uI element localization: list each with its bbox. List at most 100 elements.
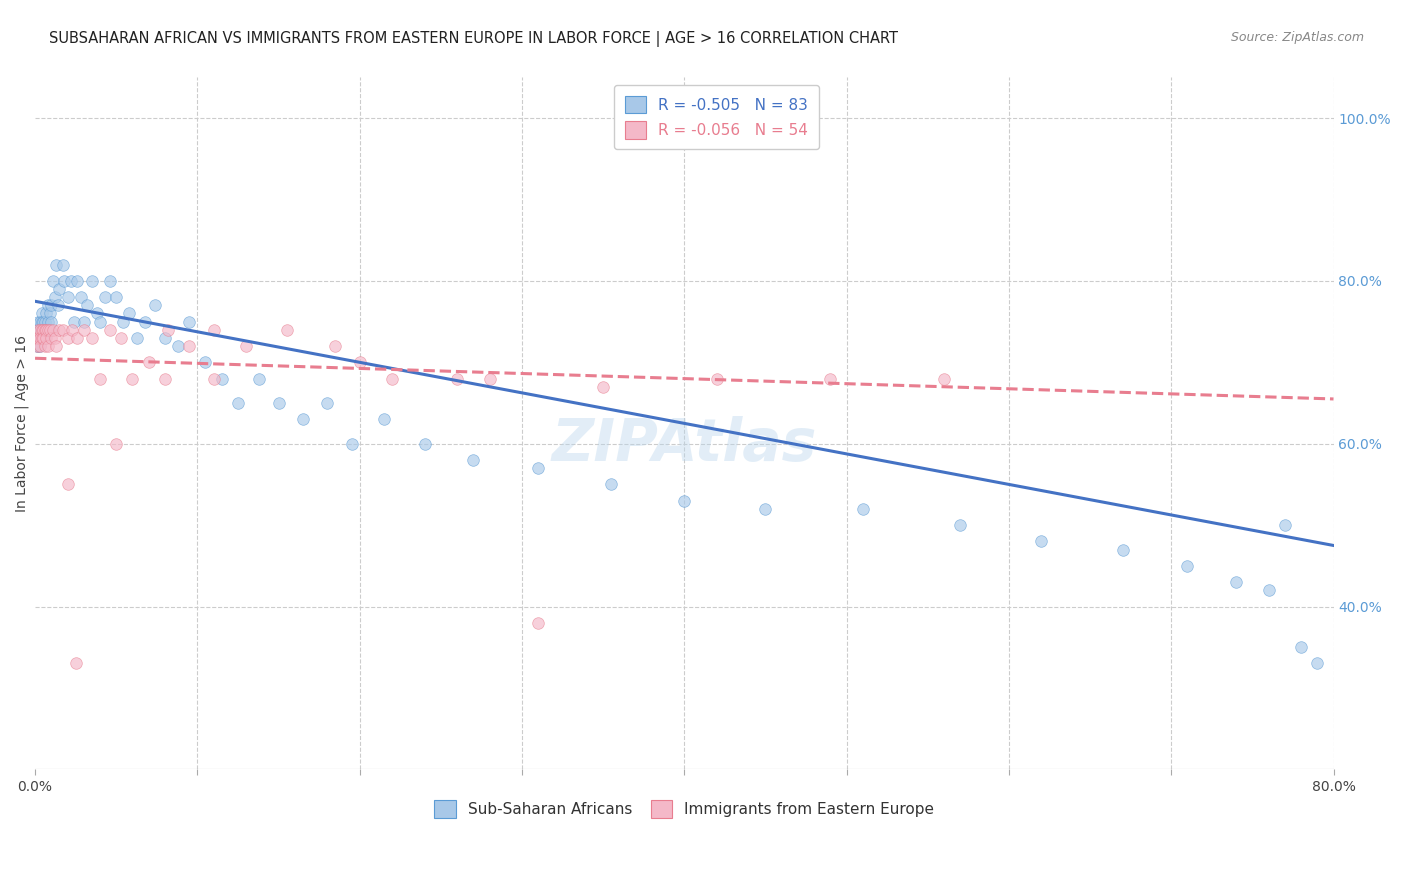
Point xyxy=(820,371,842,385)
Point xyxy=(211,371,233,385)
Point xyxy=(59,274,82,288)
Point xyxy=(46,298,69,312)
Point xyxy=(98,274,121,288)
Point xyxy=(25,323,48,337)
Point xyxy=(48,282,70,296)
Point xyxy=(28,323,51,337)
Point xyxy=(118,306,141,320)
Point xyxy=(45,339,67,353)
Point xyxy=(37,298,59,312)
Point xyxy=(592,380,614,394)
Point xyxy=(852,501,875,516)
Point xyxy=(247,371,270,385)
Point xyxy=(34,323,56,337)
Point xyxy=(37,339,59,353)
Point xyxy=(600,477,623,491)
Point xyxy=(25,331,48,345)
Point xyxy=(73,315,96,329)
Point xyxy=(381,371,404,385)
Point xyxy=(527,461,550,475)
Point xyxy=(1257,583,1279,598)
Point xyxy=(31,315,53,329)
Point xyxy=(27,323,49,337)
Point xyxy=(1289,640,1312,655)
Point xyxy=(52,258,75,272)
Point xyxy=(1177,558,1199,573)
Point xyxy=(1111,542,1133,557)
Point xyxy=(86,306,108,320)
Point xyxy=(134,315,156,329)
Point xyxy=(32,323,55,337)
Point xyxy=(1306,657,1329,671)
Point xyxy=(39,298,62,312)
Point xyxy=(66,274,89,288)
Point xyxy=(226,396,249,410)
Point xyxy=(27,339,49,353)
Point xyxy=(478,371,501,385)
Point xyxy=(80,274,103,288)
Point xyxy=(316,396,339,410)
Point xyxy=(31,323,53,337)
Point xyxy=(153,331,176,345)
Point xyxy=(527,615,550,630)
Point xyxy=(32,315,55,329)
Point xyxy=(31,331,53,345)
Point xyxy=(267,396,290,410)
Point xyxy=(153,371,176,385)
Point xyxy=(73,323,96,337)
Point xyxy=(89,315,111,329)
Point xyxy=(89,371,111,385)
Point xyxy=(138,355,160,369)
Point xyxy=(63,315,86,329)
Point xyxy=(202,323,225,337)
Point xyxy=(42,323,65,337)
Point xyxy=(35,323,58,337)
Point xyxy=(39,315,62,329)
Point xyxy=(373,412,395,426)
Y-axis label: In Labor Force | Age > 16: In Labor Force | Age > 16 xyxy=(15,334,30,512)
Point xyxy=(932,371,955,385)
Point xyxy=(110,331,132,345)
Point xyxy=(28,339,51,353)
Point xyxy=(31,331,53,345)
Point xyxy=(25,331,48,345)
Legend: Sub-Saharan Africans, Immigrants from Eastern Europe: Sub-Saharan Africans, Immigrants from Ea… xyxy=(429,794,941,824)
Point xyxy=(44,290,66,304)
Point xyxy=(754,501,776,516)
Point xyxy=(291,412,314,426)
Point xyxy=(38,306,60,320)
Point xyxy=(179,339,201,353)
Point xyxy=(39,331,62,345)
Point xyxy=(34,315,56,329)
Point xyxy=(413,436,436,450)
Point xyxy=(65,657,87,671)
Text: Source: ZipAtlas.com: Source: ZipAtlas.com xyxy=(1230,31,1364,45)
Point xyxy=(323,339,346,353)
Point xyxy=(340,436,363,450)
Point xyxy=(31,323,53,337)
Point xyxy=(1225,575,1247,590)
Point xyxy=(673,493,696,508)
Point xyxy=(76,298,98,312)
Point xyxy=(28,339,51,353)
Point xyxy=(53,274,76,288)
Point xyxy=(1274,518,1296,533)
Point xyxy=(194,355,217,369)
Point xyxy=(143,298,166,312)
Point xyxy=(48,323,70,337)
Point xyxy=(202,371,225,385)
Point xyxy=(27,331,49,345)
Point xyxy=(56,290,79,304)
Point xyxy=(60,323,83,337)
Point xyxy=(27,315,49,329)
Point xyxy=(42,274,65,288)
Point xyxy=(35,331,58,345)
Point xyxy=(27,331,49,345)
Point xyxy=(32,323,55,337)
Point xyxy=(44,331,66,345)
Text: ZIPAtlas: ZIPAtlas xyxy=(551,416,817,473)
Point xyxy=(28,323,51,337)
Point xyxy=(35,323,58,337)
Point xyxy=(111,315,134,329)
Point xyxy=(28,315,51,329)
